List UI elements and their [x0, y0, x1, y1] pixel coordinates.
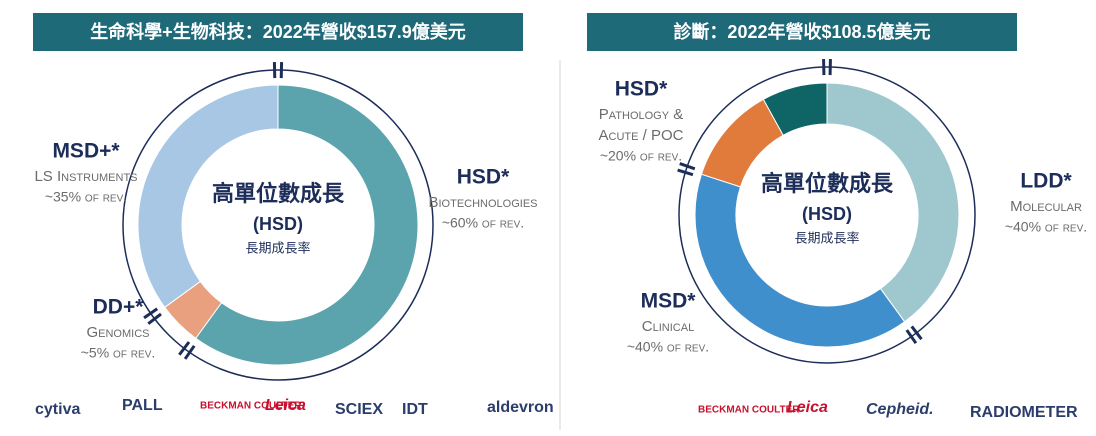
break-mark [178, 341, 191, 356]
donut-segment [195, 84, 419, 366]
center-text: 長期成長率 [245, 240, 310, 255]
chart-title: 生命科學+生物科技：2022年營收$157.9億美元 [90, 21, 466, 42]
center-text: (HSD) [802, 204, 852, 224]
donut-segment [137, 84, 279, 308]
segment-subtitle: LS Instruments [34, 168, 137, 185]
center-text: 高單位數成長 [212, 181, 345, 206]
segment-subtitle: Pathology & [599, 106, 683, 123]
partner-logo: PALL [122, 397, 163, 414]
segment-name: DD+* [93, 296, 145, 319]
segment-share: ~20% of rev. [600, 148, 682, 164]
segment-share: ~60% of rev. [442, 215, 524, 231]
title-banner [33, 13, 523, 51]
break-mark [910, 325, 923, 341]
partner-logo: RADIOMETER [970, 404, 1078, 421]
segment-name: MSD* [641, 290, 697, 313]
partner-logo: BECKMAN COULTER [698, 405, 800, 416]
donut-segment [694, 173, 906, 348]
break-mark [905, 329, 918, 345]
partner-logo: Leica [265, 397, 306, 414]
segment-name: HSD* [615, 78, 668, 101]
segment-name: HSD* [457, 166, 510, 189]
center-text: 高單位數成長 [761, 171, 894, 196]
segment-name: LDD* [1020, 170, 1072, 193]
segment-share: ~35% of rev. [45, 189, 127, 205]
break-mark [679, 162, 696, 171]
title-banner [587, 13, 1017, 51]
segment-share: ~5% of rev. [81, 345, 156, 361]
donut-segment [762, 82, 828, 136]
segment-subtitle: Biotechnologies [428, 194, 537, 211]
partner-logo: aldevron [487, 399, 554, 416]
break-mark [143, 307, 159, 320]
segment-subtitle: Clinical [642, 318, 694, 335]
partner-logo: IDT [402, 401, 428, 418]
chart-title: 診斷：2022年營收$108.5億美元 [673, 21, 930, 42]
partner-logo: SCIEX [335, 401, 383, 418]
outer-ring [678, 66, 976, 364]
break-mark [183, 344, 196, 360]
center-text: (HSD) [253, 214, 303, 234]
outer-ring [122, 69, 434, 381]
donut-segment [826, 82, 960, 323]
partner-logo: Cepheid. [866, 401, 934, 418]
segment-share: ~40% of rev. [627, 339, 709, 355]
segment-share: ~40% of rev. [1005, 219, 1087, 235]
segment-subtitle: Acute / POC [599, 127, 684, 144]
break-mark [677, 168, 694, 177]
segment-subtitle: Molecular [1010, 198, 1082, 215]
center-text: 長期成長率 [794, 230, 859, 245]
segment-subtitle: Genomics [86, 324, 149, 341]
partner-logo: cytiva [35, 401, 80, 418]
partner-logo: BECKMAN COULTER [200, 401, 302, 412]
break-mark [147, 312, 162, 325]
segment-name: MSD+* [52, 140, 120, 163]
partner-logo: Leica [787, 399, 828, 416]
